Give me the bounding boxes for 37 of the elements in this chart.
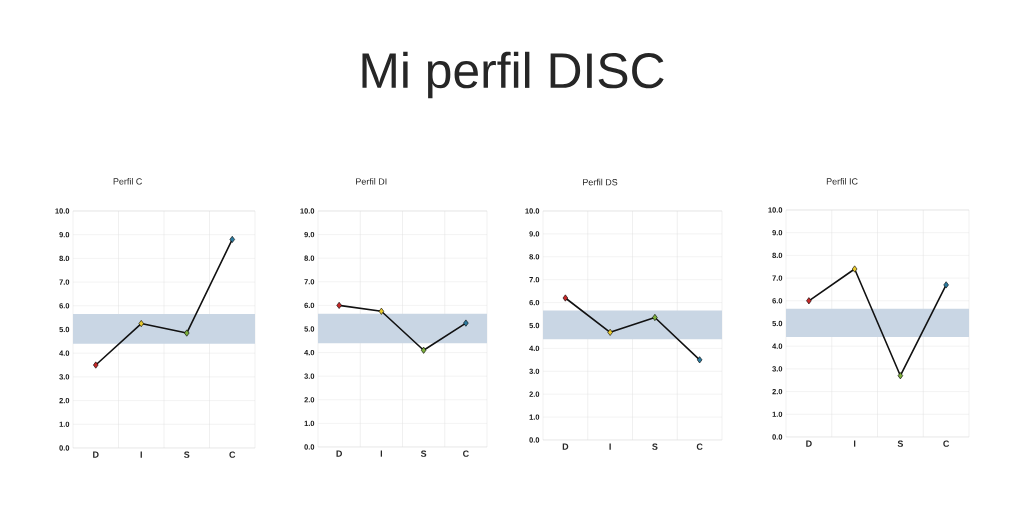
point — [336, 301, 342, 309]
point — [696, 356, 703, 364]
chart-title: Perfil DS — [583, 178, 618, 186]
x-tick-label: I — [609, 443, 611, 450]
x-tick-label: D — [562, 443, 569, 450]
point — [851, 265, 858, 273]
chart-title: Perfil DI — [356, 178, 387, 185]
chart-title: Perfil C — [113, 178, 142, 185]
point — [378, 307, 385, 315]
point — [138, 320, 144, 328]
x-tick-label: D — [336, 450, 342, 457]
text: Mi perfil DISC — [362, 51, 664, 99]
point — [607, 328, 613, 336]
x-tick-label: S — [897, 440, 904, 447]
x-tick-label: C — [696, 443, 703, 450]
point — [184, 329, 190, 337]
point — [93, 361, 99, 369]
point — [652, 313, 658, 321]
x-tick-label: S — [652, 443, 658, 450]
x-tick-label: S — [184, 451, 190, 458]
x-tick-label: D — [806, 440, 812, 447]
point — [806, 297, 812, 305]
x-tick-label: I — [380, 450, 383, 457]
x-tick-label: C — [943, 440, 950, 447]
x-tick-label: D — [93, 451, 99, 458]
x-tick-label: S — [420, 450, 427, 457]
x-tick-label: I — [853, 440, 856, 447]
chart-title: Perfil IC — [826, 178, 858, 185]
x-tick-label: I — [140, 451, 142, 458]
point — [943, 281, 949, 289]
x-tick-label: C — [229, 451, 236, 458]
point — [463, 319, 469, 327]
point — [420, 346, 427, 354]
x-tick-label: C — [463, 450, 469, 457]
point — [562, 294, 569, 302]
point — [897, 372, 904, 380]
point — [229, 235, 235, 243]
